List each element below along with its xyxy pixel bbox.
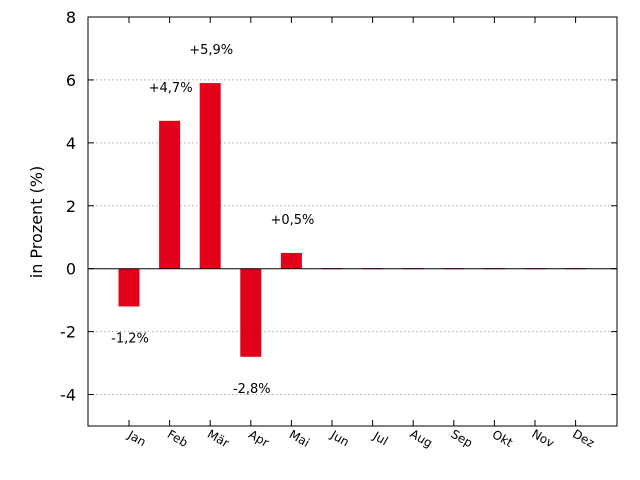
bar-jan — [118, 268, 140, 307]
data-label-mai: +0,5% — [270, 213, 314, 228]
plot-frame — [87, 16, 618, 427]
y-tick-label: -4 — [60, 386, 76, 405]
bar-apr — [240, 268, 262, 357]
x-tick-label: Mai — [287, 427, 312, 450]
y-tick-label: 0 — [66, 260, 76, 279]
x-tick-label: Dez — [570, 427, 597, 451]
y-tick-label: 6 — [66, 71, 76, 90]
bar-mai — [280, 252, 302, 269]
data-label-mär: +5,9% — [189, 43, 233, 58]
y-tick-label: 4 — [66, 134, 76, 153]
y-tick-label: -2 — [60, 323, 76, 342]
data-label-jan: -1,2% — [111, 331, 149, 346]
y-tick-label: 2 — [66, 197, 76, 216]
x-tick-label: Sep — [449, 427, 476, 450]
x-tick-label: Feb — [165, 427, 190, 450]
x-axis-ticks: Jan Feb Mär Apr Mai Jun Jul Aug Sep Okt Nov Dez — [125, 17, 597, 450]
bar-feb — [159, 120, 181, 269]
bar-mär — [199, 83, 221, 269]
data-label-feb: +4,7% — [149, 81, 193, 96]
x-tick-label: Nov — [529, 427, 556, 451]
bars — [118, 83, 587, 357]
data-labels: -1,2% +4,7% +5,9% -2,8% +0,5% — [111, 43, 314, 397]
x-tick-label: Okt — [490, 427, 516, 450]
x-tick-label: Jul — [370, 428, 390, 448]
x-tick-label: Jan — [125, 427, 149, 449]
y-axis-ticks: 8 6 4 2 0 -2 -4 — [60, 8, 617, 405]
y-axis-label: in Prozent (%) — [27, 166, 46, 278]
x-tick-label: Apr — [246, 427, 271, 450]
y-tick-label: 8 — [66, 8, 76, 27]
x-tick-label: Mär — [205, 427, 232, 450]
data-label-apr: -2,8% — [233, 382, 271, 397]
x-tick-label: Jun — [328, 427, 352, 449]
x-tick-label: Aug — [408, 427, 435, 451]
